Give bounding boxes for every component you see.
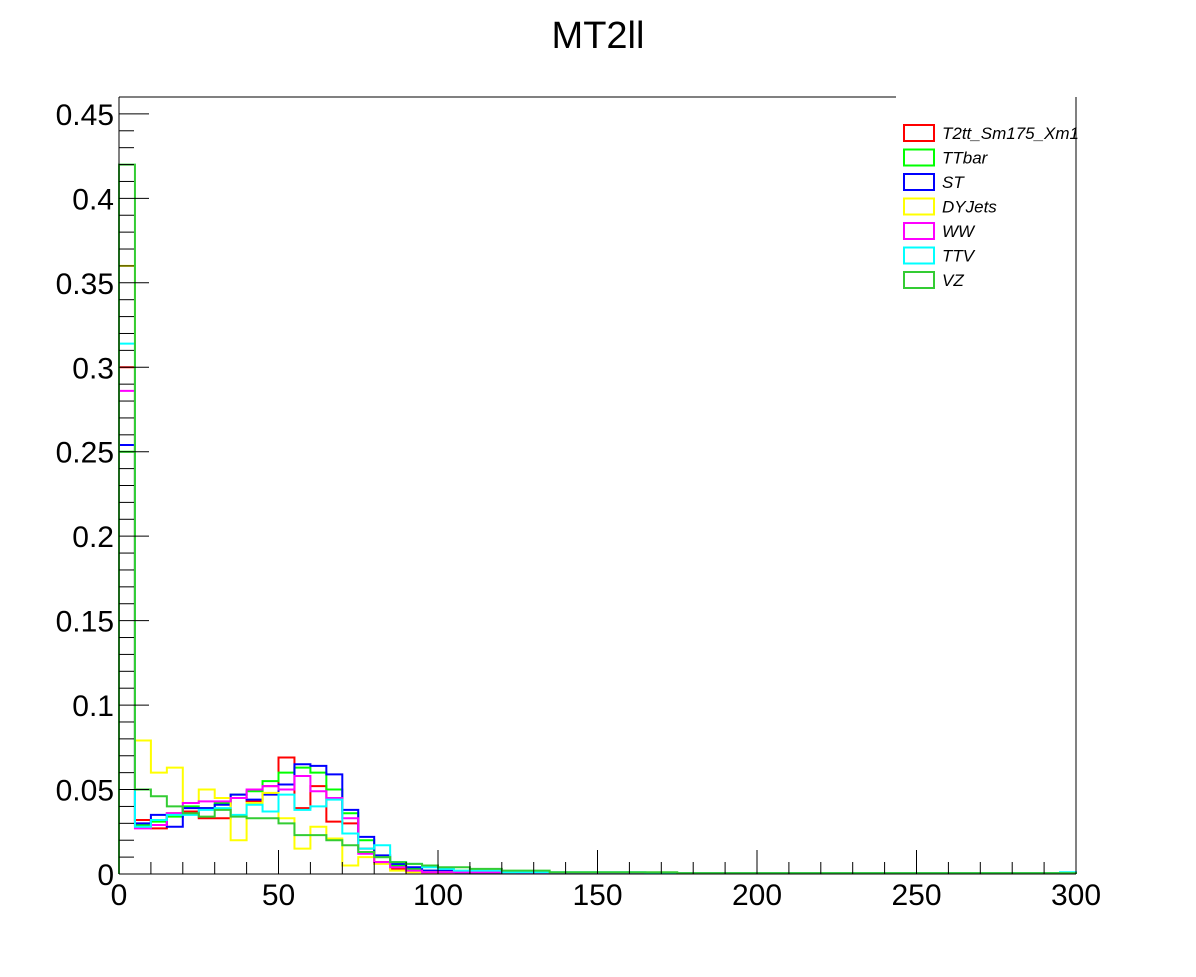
legend-label: WW xyxy=(942,222,976,241)
legend-label: TTbar xyxy=(942,149,989,168)
legend-swatch xyxy=(903,148,935,167)
legend-swatch xyxy=(903,197,935,216)
legend-label: TTV xyxy=(942,247,976,266)
x-tick-label: 50 xyxy=(262,879,295,912)
axes-layer: 0 50 100 150 200 250 300 0 0.05 0.1 0.15 0.2 0.25 0.3… xyxy=(56,96,1101,912)
legend-swatch xyxy=(903,222,935,240)
legend: T2tt_Sm175_Xm1 TTbar ST DYJets WW TTV VZ xyxy=(903,124,1079,290)
legend-label: ST xyxy=(942,173,965,192)
y-tick-label: 0.25 xyxy=(56,437,114,470)
legend-label: T2tt_Sm175_Xm1 xyxy=(942,124,1079,143)
x-tick-label: 150 xyxy=(572,879,622,912)
y-tick-label: 0.15 xyxy=(56,606,114,639)
legend-swatch xyxy=(903,124,935,142)
x-tick-label: 200 xyxy=(732,879,782,912)
y-tick-label: 0.2 xyxy=(72,521,114,554)
x-tick-label: 100 xyxy=(413,879,463,912)
y-tick-label: 0.4 xyxy=(72,183,114,216)
legend-label: DYJets xyxy=(942,198,997,217)
y-tick-label: 0 xyxy=(97,859,114,892)
chart-title: MT2ll xyxy=(552,15,645,57)
legend-label: VZ xyxy=(942,271,964,290)
legend-swatch xyxy=(903,246,935,265)
x-tick-label: 300 xyxy=(1051,879,1101,912)
legend-swatch xyxy=(903,271,935,289)
y-tick-label: 0.45 xyxy=(56,99,114,132)
y-tick-label: 0.1 xyxy=(72,690,114,723)
series-layer xyxy=(118,163,1077,875)
x-tick-label: 250 xyxy=(891,879,941,912)
y-tick-label: 0.3 xyxy=(72,352,114,385)
y-tick-label: 0.35 xyxy=(56,268,114,301)
x-tick-label: 0 xyxy=(111,879,128,912)
legend-swatch xyxy=(903,173,935,191)
y-tick-label: 0.05 xyxy=(56,775,114,808)
